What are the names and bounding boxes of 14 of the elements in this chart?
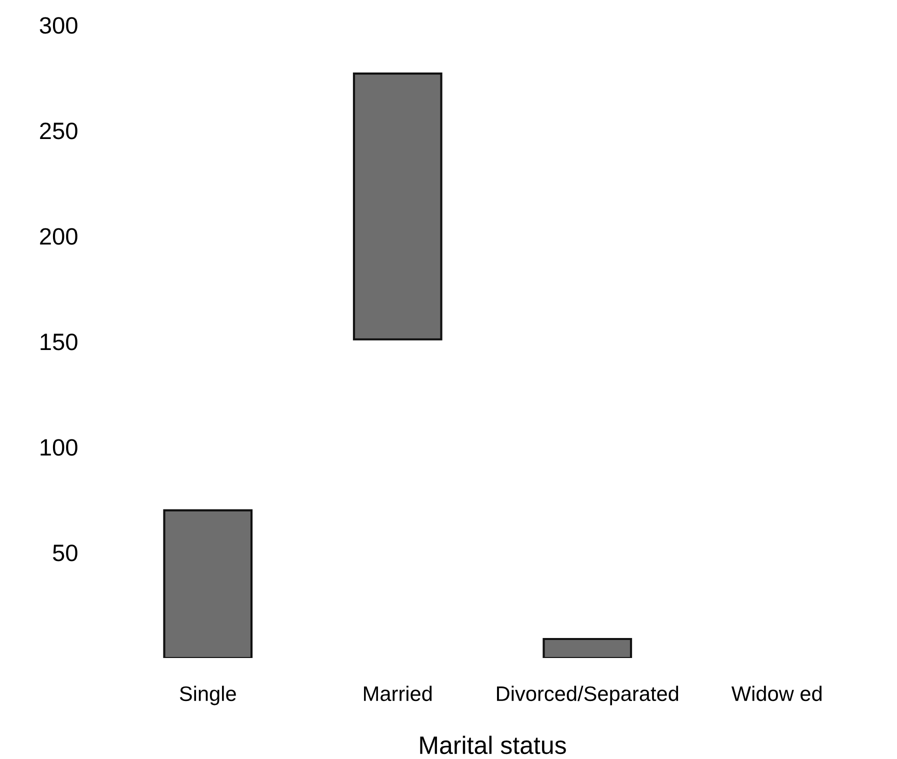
- y-tick-label: 150: [40, 334, 78, 350]
- x-tick-label: Widow ed: [731, 686, 822, 702]
- y-tick-label: 300: [40, 17, 78, 34]
- bar: [542, 638, 632, 658]
- x-tick-label: Divorced/Separated: [497, 686, 678, 706]
- y-tick-label: 50: [52, 544, 78, 562]
- x-tick-label: Married: [364, 686, 432, 702]
- x-axis-title: Marital status: [420, 736, 566, 754]
- y-tick-label: 200: [40, 228, 78, 245]
- y-tick-label: 250: [40, 122, 78, 140]
- bar: [163, 509, 253, 658]
- x-tick-label: Single: [180, 686, 236, 706]
- y-tick-label: 100: [40, 439, 78, 456]
- bar: [352, 72, 442, 340]
